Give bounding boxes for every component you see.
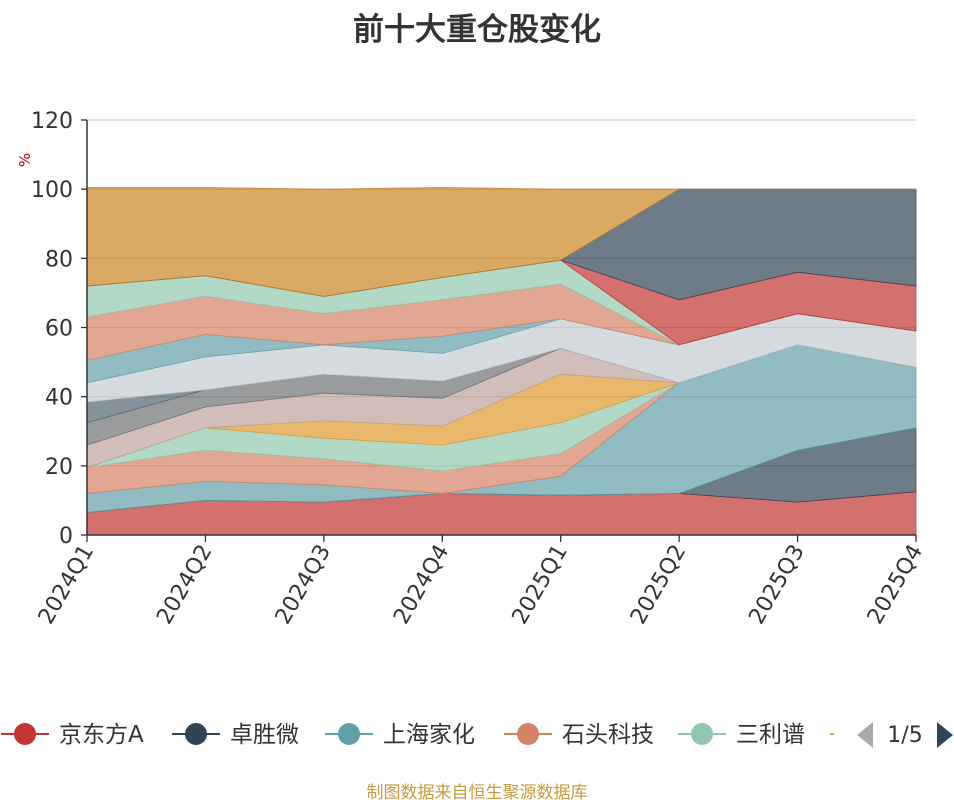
legend-label: 卓胜微 (230, 722, 299, 748)
area-layer (86, 186, 917, 536)
x-tick-label: 2024Q1 (34, 541, 99, 629)
x-tick-label: 2025Q1 (508, 541, 573, 629)
y-axis-unit-label: % (16, 153, 34, 167)
x-tick-label: 2024Q2 (152, 541, 217, 629)
y-tick-label: 40 (45, 386, 73, 411)
legend-marker (517, 723, 539, 745)
legend-page-indicator: 1/5 (887, 723, 922, 748)
legend-marker (14, 723, 36, 745)
x-tick-label: 2025Q4 (863, 541, 928, 629)
y-tick-label: 100 (31, 178, 73, 203)
y-tick-label: 120 (31, 109, 73, 134)
legend-label: 京东方A (59, 722, 144, 748)
x-tick-label: 2025Q2 (626, 541, 691, 629)
legend-marker (691, 723, 713, 745)
legend: 京东方A 卓胜微 上海家化 石头科技 三利谱 1/5 (1, 722, 953, 748)
y-tick-label: 80 (45, 247, 73, 272)
source-note: 制图数据来自恒生聚源数据库 (366, 783, 588, 803)
x-tick-label: 2024Q4 (389, 541, 454, 629)
legend-label: 三利谱 (736, 722, 805, 748)
legend-label: 上海家化 (383, 722, 475, 748)
chart-title: 前十大重仓股变化 (353, 12, 601, 48)
y-tick-label: 20 (45, 455, 73, 480)
x-tick-label: 2025Q3 (744, 541, 809, 629)
x-tick-label: 2024Q3 (271, 541, 336, 629)
legend-marker (338, 723, 360, 745)
y-tick-label: 0 (59, 524, 73, 549)
legend-prev-arrow-icon[interactable] (857, 722, 873, 748)
legend-marker (185, 723, 207, 745)
series-area-18 (86, 186, 916, 297)
legend-next-arrow-icon[interactable] (937, 722, 953, 748)
legend-label: 石头科技 (562, 722, 654, 748)
y-tick-label: 60 (45, 317, 73, 342)
